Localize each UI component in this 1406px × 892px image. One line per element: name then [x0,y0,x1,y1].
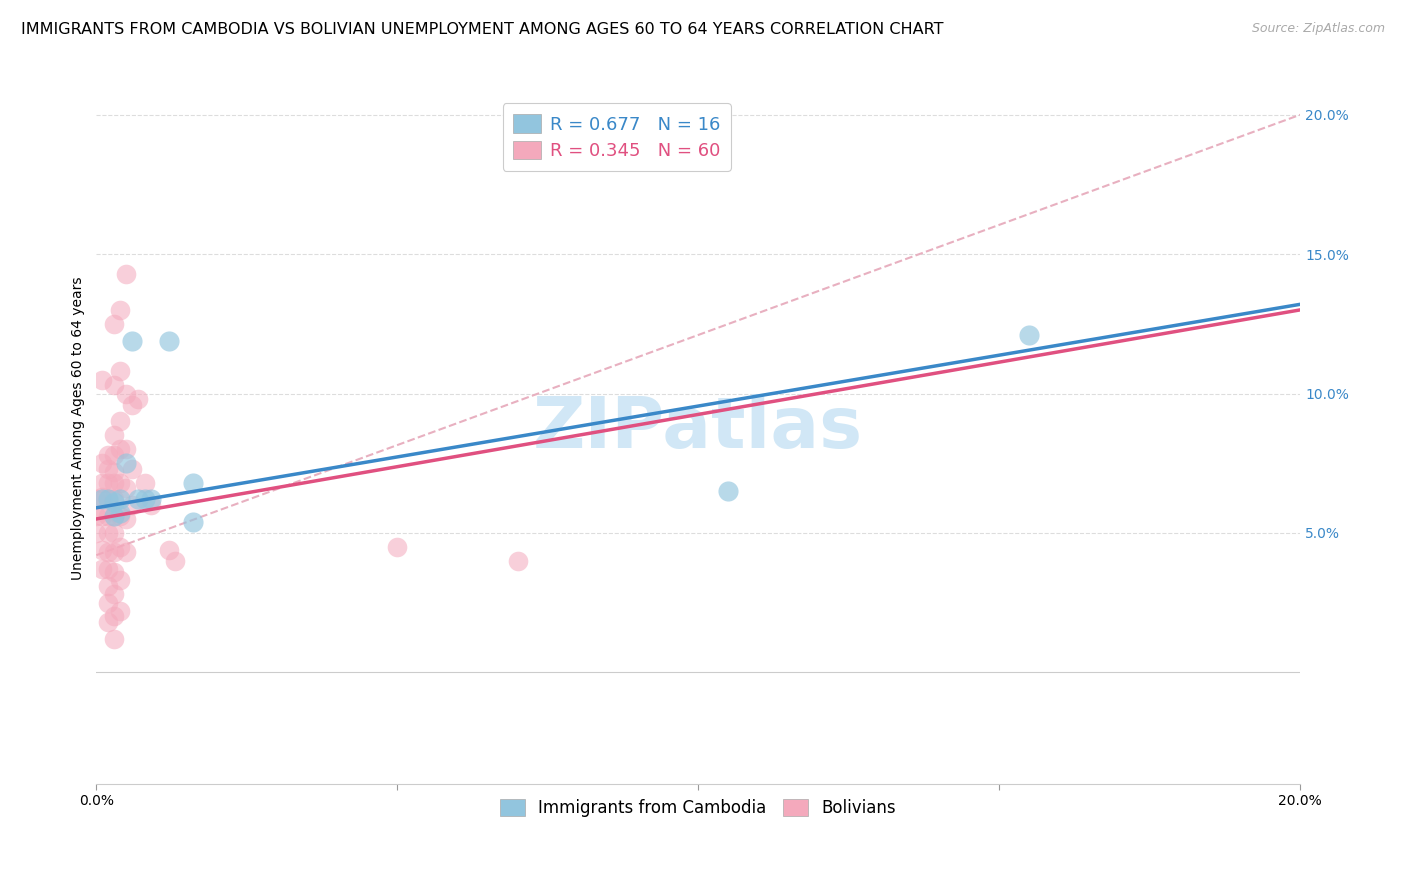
Point [97,525,120,540]
Point [115,512,138,526]
Point [91,542,114,557]
Point [86,492,108,507]
Point [134,492,156,507]
Point [110,442,132,457]
Text: Source: ZipAtlas.com: Source: ZipAtlas.com [1251,22,1385,36]
Point [97,448,120,462]
Point [115,545,138,559]
Point [134,475,156,490]
Point [110,507,132,521]
Point [97,545,120,559]
Point [506,554,529,568]
Point [91,456,114,470]
Point [115,442,138,457]
Point [97,562,120,576]
Point [103,565,125,579]
Point [97,462,120,476]
Point [110,302,132,317]
Point [139,498,162,512]
Point [717,484,740,499]
Point [110,492,132,507]
Point [115,481,138,495]
Point [103,317,125,331]
Point [97,579,120,593]
Point [103,509,125,524]
Point [157,334,180,348]
Point [91,562,114,576]
Point [103,465,125,479]
Text: IMMIGRANTS FROM CAMBODIA VS BOLIVIAN UNEMPLOYMENT AMONG AGES 60 TO 64 YEARS CORR: IMMIGRANTS FROM CAMBODIA VS BOLIVIAN UNE… [21,22,943,37]
Point [97,492,120,507]
Point [127,392,149,406]
Point [91,492,114,507]
Point [121,398,143,412]
Point [115,267,138,281]
Point [115,386,138,401]
Point [103,428,125,442]
Point [97,509,120,524]
Point [110,414,132,428]
Point [97,475,120,490]
Point [103,545,125,559]
Point [91,475,114,490]
Point [110,574,132,588]
Point [91,490,114,504]
Y-axis label: Unemployment Among Ages 60 to 64 years: Unemployment Among Ages 60 to 64 years [72,277,86,580]
Point [103,509,125,524]
Point [157,542,180,557]
Text: ZIPatlas: ZIPatlas [533,394,863,463]
Point [163,554,186,568]
Point [97,615,120,629]
Point [181,475,204,490]
Point [103,632,125,646]
Point [97,596,120,610]
Point [181,515,204,529]
Point [91,373,114,387]
Point [103,525,125,540]
Point [97,492,120,507]
Point [121,462,143,476]
Point [115,456,138,470]
Point [110,540,132,554]
Point [110,475,132,490]
Point [91,509,114,524]
Point [86,525,108,540]
Point [103,378,125,392]
Point [110,364,132,378]
Point [110,509,132,524]
Point [103,609,125,624]
Point [387,540,409,554]
Point [121,334,143,348]
Point [127,492,149,507]
Legend: Immigrants from Cambodia, Bolivians: Immigrants from Cambodia, Bolivians [492,790,904,825]
Point [103,475,125,490]
Point [110,604,132,618]
Point [1018,328,1040,343]
Point [103,492,125,507]
Point [139,492,162,507]
Point [86,509,108,524]
Point [103,587,125,601]
Point [121,498,143,512]
Point [103,448,125,462]
Point [103,495,125,509]
